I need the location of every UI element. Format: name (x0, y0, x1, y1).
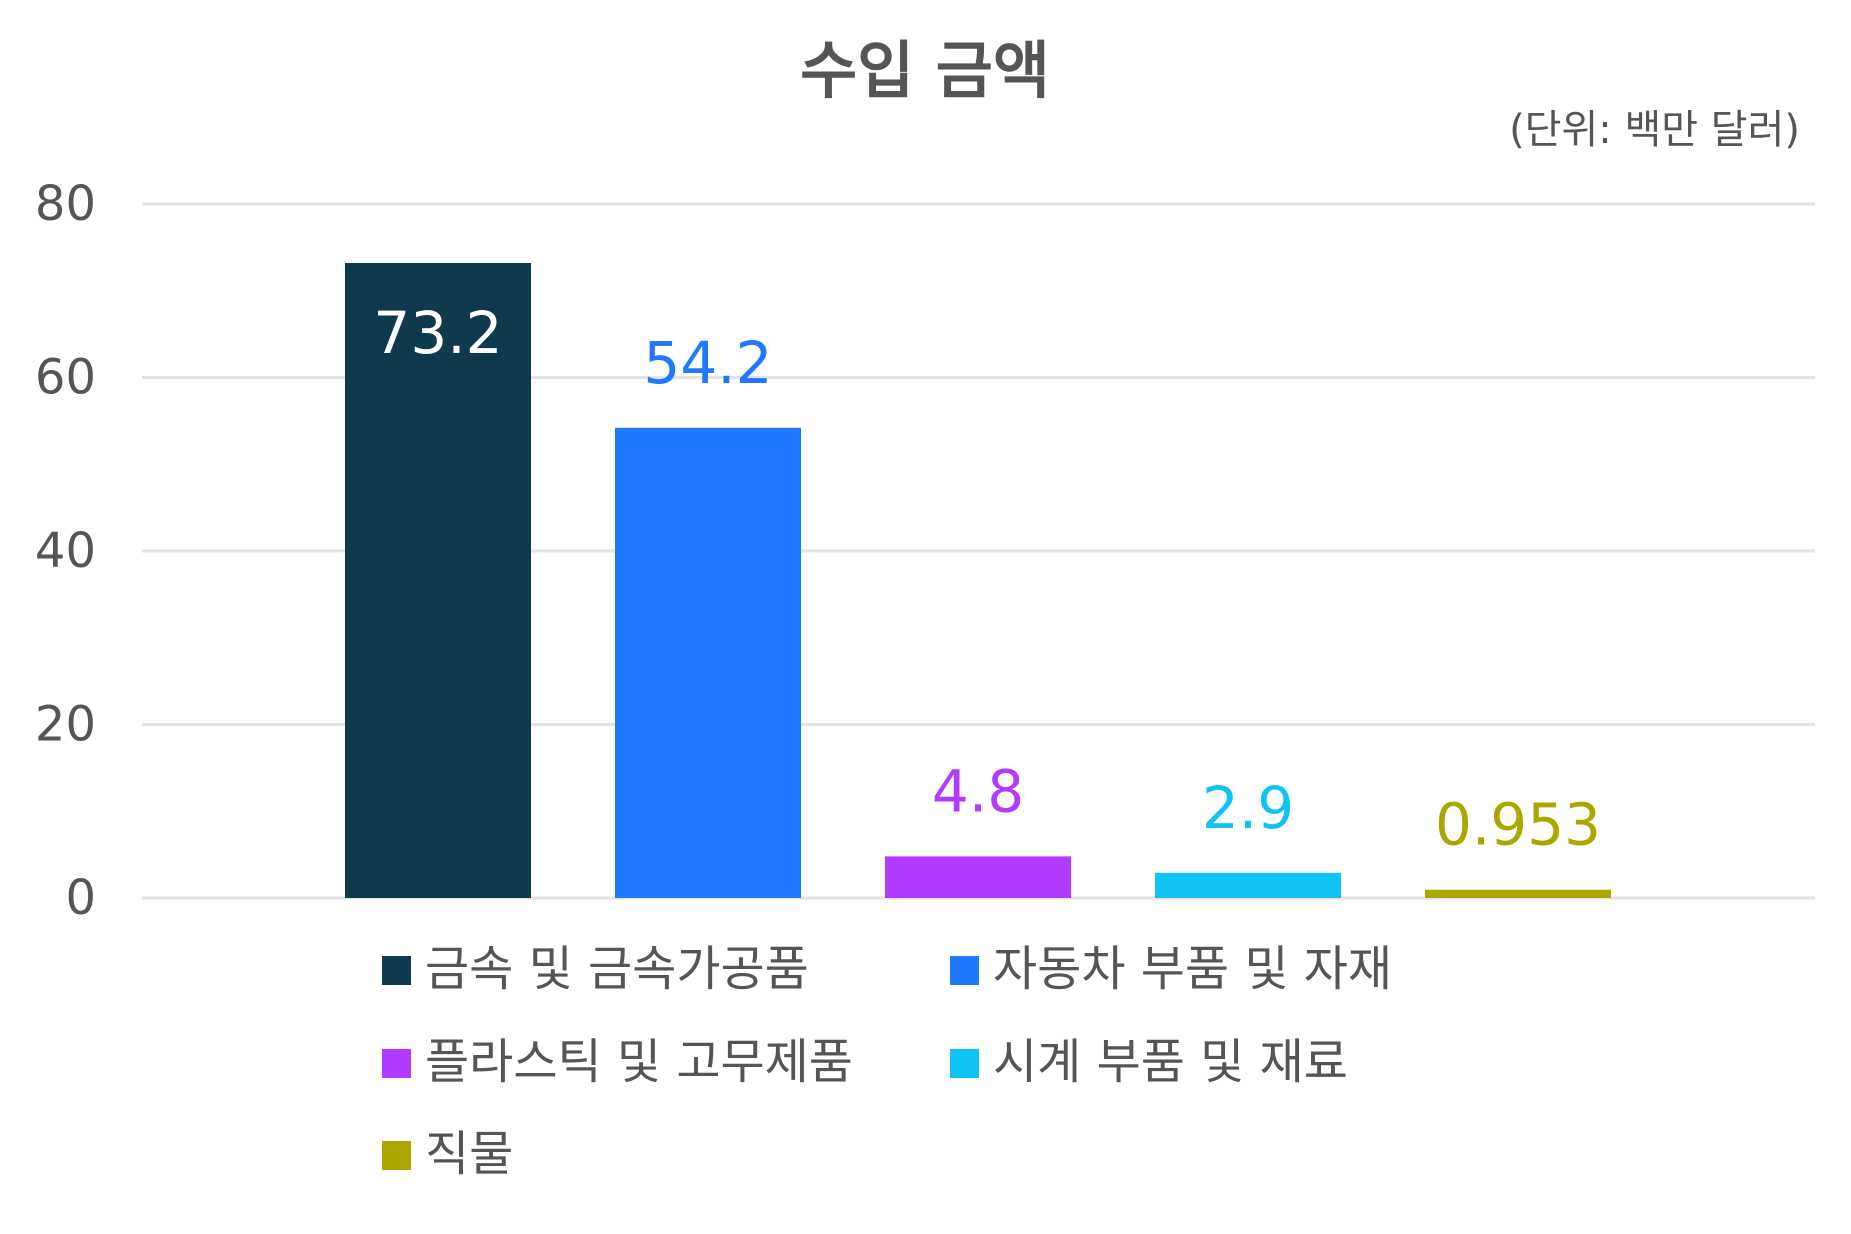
y-tick-label: 0 (65, 870, 96, 926)
legend-swatch (382, 1049, 411, 1078)
bar (1155, 872, 1341, 898)
y-tick-label: 20 (35, 697, 96, 753)
legend-swatch (382, 956, 411, 985)
bar (1425, 889, 1611, 898)
legend-label: 금속 및 금속가공품 (425, 941, 809, 997)
bar-value-label: 73.2 (373, 299, 502, 367)
bar-value-label: 54.2 (643, 329, 772, 397)
bar (885, 856, 1071, 898)
legend-label: 시계 부품 및 재료 (993, 1034, 1348, 1090)
legend-swatch (382, 1141, 411, 1170)
legend-label: 플라스틱 및 고무제품 (425, 1034, 853, 1090)
legend-swatch (950, 1049, 979, 1078)
legend-label: 직물 (425, 1126, 513, 1182)
y-tick-label: 60 (35, 350, 96, 406)
bar-value-label: 0.953 (1435, 791, 1601, 859)
bar (345, 262, 531, 898)
data-labels: 73.2 54.2 4.8 2.9 0.953 (373, 299, 1601, 859)
chart-title: 수입 금액 (800, 34, 1050, 107)
bar (615, 427, 801, 898)
bars (345, 262, 1611, 898)
unit-label: (단위: 백만 달러) (1509, 107, 1800, 153)
bar-value-label: 2.9 (1202, 774, 1294, 842)
legend-label: 자동차 부품 및 자재 (993, 941, 1392, 997)
y-axis-ticks: 0 20 40 60 80 (35, 176, 96, 926)
bar-value-label: 4.8 (932, 757, 1024, 825)
y-tick-label: 40 (35, 523, 96, 579)
y-tick-label: 80 (35, 176, 96, 232)
legend-swatch (950, 956, 979, 985)
